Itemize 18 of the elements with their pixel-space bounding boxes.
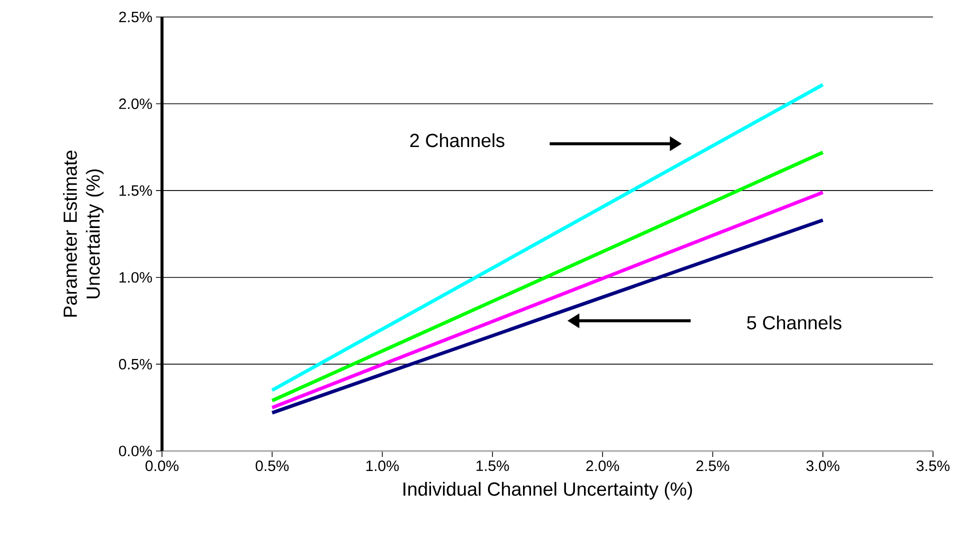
- y-tick-label: 0.0%: [119, 446, 152, 456]
- x-tick-label: 2.5%: [696, 460, 730, 472]
- x-tick-label: 3.5%: [916, 460, 950, 472]
- x-tick-label: 0.0%: [146, 460, 178, 472]
- annotation: 5 Channels: [747, 316, 842, 330]
- y-tick-label: 1.5%: [120, 185, 152, 196]
- y-tick-label: 2.5%: [119, 12, 152, 22]
- y-tick-label: 2.0%: [119, 98, 152, 110]
- x-tick-label: 0.5%: [256, 460, 289, 472]
- x-axis-title: Individual Channel Uncertainty (%): [404, 482, 692, 500]
- x-tick-label: 1.0%: [366, 460, 399, 472]
- annotation: 2 Channels: [410, 133, 504, 148]
- y-tick-label: 0.5%: [119, 358, 152, 370]
- x-tick-label: 1.5%: [476, 460, 509, 472]
- x-tick-label: 3.0%: [806, 460, 840, 472]
- y-axis-title: Parameter Estimate Uncertainty (%): [63, 150, 104, 317]
- y-tick-label: 1.0%: [120, 272, 152, 283]
- x-tick-label: 2.0%: [586, 460, 620, 472]
